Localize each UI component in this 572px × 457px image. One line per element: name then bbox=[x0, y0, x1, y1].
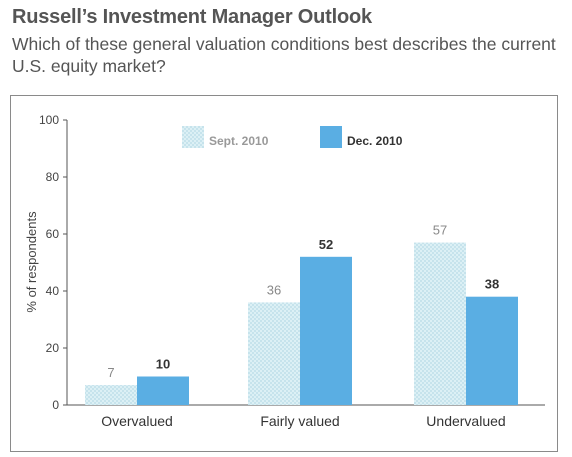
y-tick-label: 100 bbox=[39, 113, 59, 127]
chart-title: Russell’s Investment Manager Outlook bbox=[12, 6, 372, 28]
category-label: Fairly valued bbox=[260, 413, 339, 429]
bar-value-label: 7 bbox=[107, 365, 114, 380]
legend-swatch bbox=[320, 126, 342, 148]
y-axis-label: % of respondents bbox=[24, 211, 39, 313]
category-label: Undervalued bbox=[426, 413, 505, 429]
bar-value-label: 57 bbox=[433, 223, 447, 238]
chart-subtitle: Which of these general valuation conditi… bbox=[12, 34, 556, 76]
legend-swatch bbox=[182, 126, 204, 148]
y-tick-label: 80 bbox=[46, 170, 60, 184]
bar-sept-2010 bbox=[248, 302, 300, 405]
bar-dec-2010 bbox=[466, 296, 518, 405]
legend-label: Sept. 2010 bbox=[209, 134, 269, 148]
bar-dec-2010 bbox=[300, 256, 352, 405]
y-tick-label: 40 bbox=[46, 284, 60, 298]
category-label: Overvalued bbox=[101, 413, 173, 429]
bar-sept-2010 bbox=[414, 242, 466, 405]
y-tick-label: 60 bbox=[46, 227, 60, 241]
chart-frame bbox=[10, 95, 558, 452]
legend-label: Dec. 2010 bbox=[347, 134, 403, 148]
legend-item-dec-2010: Dec. 2010 bbox=[320, 126, 403, 148]
bar-sept-2010 bbox=[85, 385, 137, 405]
bar-value-label: 38 bbox=[485, 277, 499, 292]
y-tick-label: 0 bbox=[52, 398, 59, 412]
bar-dec-2010 bbox=[137, 376, 189, 405]
bar-value-label: 36 bbox=[267, 282, 281, 297]
y-tick-label: 20 bbox=[46, 341, 60, 355]
bar-value-label: 52 bbox=[319, 237, 333, 252]
bar-value-label: 10 bbox=[156, 357, 170, 372]
legend-item-sept-2010: Sept. 2010 bbox=[182, 126, 269, 148]
